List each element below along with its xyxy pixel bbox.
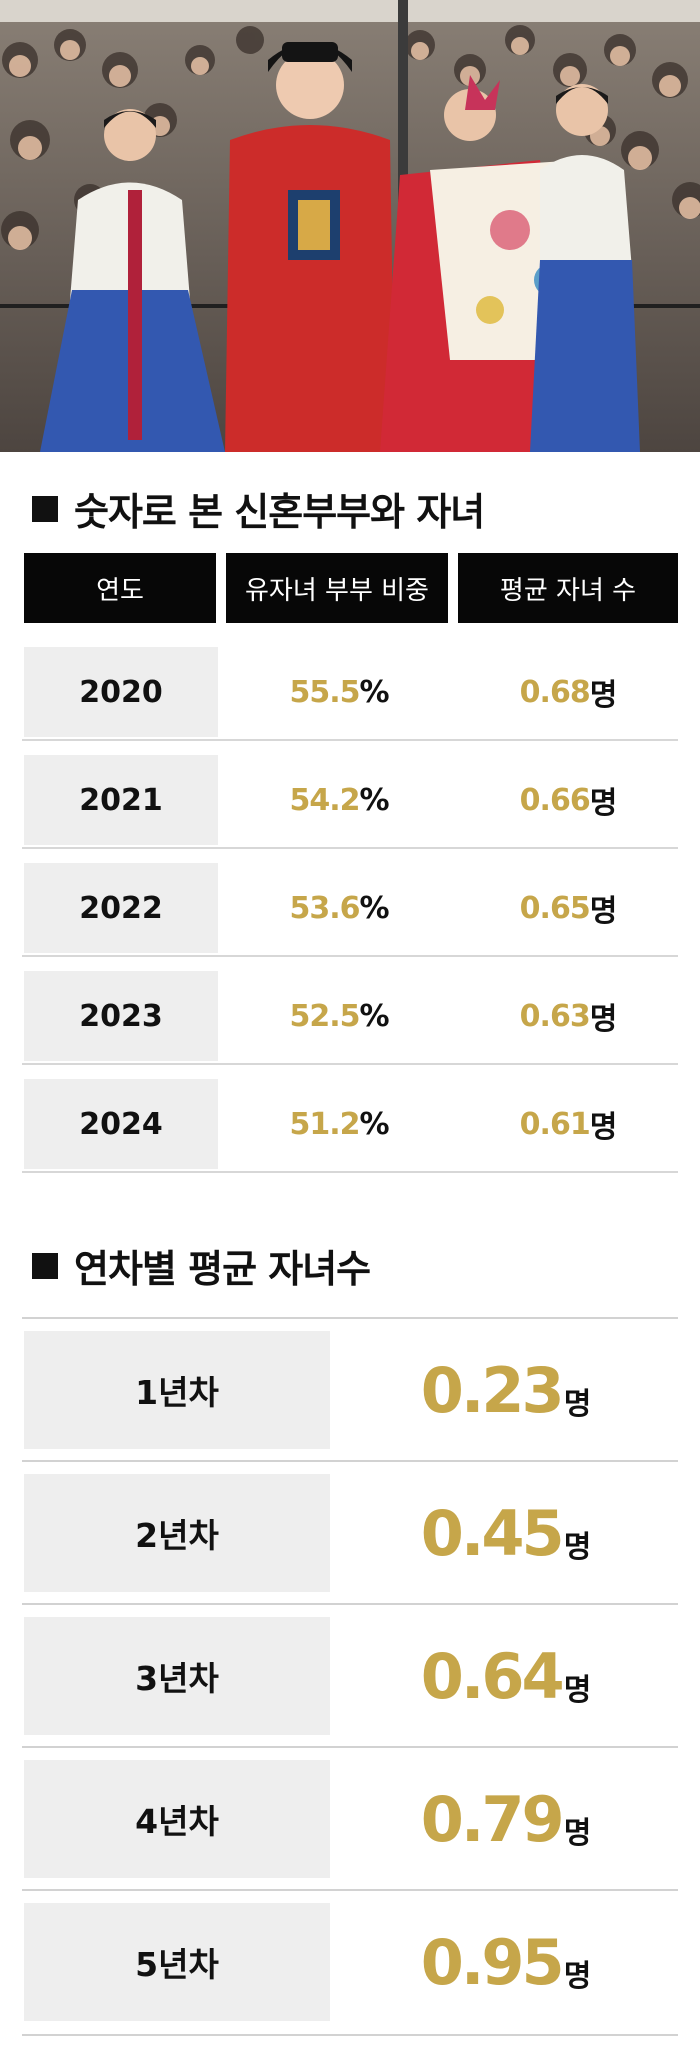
avg-children-value: 0.45 [420, 1496, 565, 1570]
header-avg-children: 평균 자녀 수 [458, 553, 678, 623]
avg-children-value: 0.64 [420, 1639, 565, 1713]
avg-children-value: 0.65 [519, 890, 591, 926]
share-unit: % [359, 998, 389, 1034]
table-row: 2020 55.5% 0.68 명 [22, 633, 678, 741]
share-unit: % [359, 1106, 389, 1142]
avg-children-unit: 명 [589, 1002, 618, 1037]
section1-title: 숫자로 본 신혼부부와 자녀 [32, 481, 485, 536]
avg-children-value: 0.61 [519, 1106, 591, 1142]
share-cell: 51.2% [228, 1079, 450, 1169]
table-row: 2024 51.2% 0.61 명 [22, 1065, 678, 1173]
wedding-photo [0, 0, 700, 452]
table-row: 5년차 0.95 명 [22, 1889, 678, 2030]
year-of-marriage-cell: 3년차 [24, 1617, 330, 1735]
avg-children-unit: 명 [563, 1673, 592, 1708]
square-bullet-icon [32, 495, 58, 522]
avg-children-value: 0.23 [420, 1353, 565, 1427]
year-cell: 2020 [24, 647, 218, 737]
avg-children-value: 0.68 [519, 674, 591, 710]
avg-children-unit: 명 [563, 1387, 592, 1422]
year-of-marriage-cell: 2년차 [24, 1474, 330, 1592]
avg-children-cell: 0.63 명 [458, 971, 678, 1061]
share-unit: % [359, 890, 389, 926]
year-cell: 2023 [24, 971, 218, 1061]
avg-children-unit: 명 [563, 1816, 592, 1851]
table-row: 4년차 0.79 명 [22, 1746, 678, 1887]
year-of-marriage-cell: 5년차 [24, 1903, 330, 2021]
year-cell: 2022 [24, 863, 218, 953]
section1-title-text: 숫자로 본 신혼부부와 자녀 [74, 490, 485, 534]
avg-children-unit: 명 [563, 1530, 592, 1565]
section2-title: 연차별 평균 자녀수 [32, 1238, 371, 1293]
avg-children-value: 0.79 [420, 1782, 565, 1856]
header-share: 유자녀 부부 비중 [226, 553, 448, 623]
table-row: 1년차 0.23 명 [22, 1317, 678, 1458]
avg-children-unit: 명 [589, 786, 618, 821]
avg-children-cell: 0.68 명 [458, 647, 678, 737]
share-cell: 52.5% [228, 971, 450, 1061]
share-value: 51.2 [289, 1106, 360, 1142]
section2-title-text: 연차별 평균 자녀수 [74, 1247, 371, 1291]
avg-children-value: 0.63 [519, 998, 591, 1034]
avg-children-value: 0.66 [519, 782, 591, 818]
share-unit: % [359, 782, 389, 818]
avg-children-unit: 명 [589, 894, 618, 929]
table-row: 2023 52.5% 0.63 명 [22, 957, 678, 1065]
avg-children-cell: 0.64 명 [334, 1617, 678, 1735]
share-cell: 53.6% [228, 863, 450, 953]
year-of-marriage-cell: 4년차 [24, 1760, 330, 1878]
share-value: 54.2 [289, 782, 360, 818]
avg-children-cell: 0.61 명 [458, 1079, 678, 1169]
avg-children-cell: 0.95 명 [334, 1903, 678, 2021]
share-cell: 55.5% [228, 647, 450, 737]
header-year: 연도 [24, 553, 216, 623]
avg-children-unit: 명 [563, 1959, 592, 1994]
year-cell: 2021 [24, 755, 218, 845]
avg-children-value: 0.95 [420, 1925, 565, 1999]
table-row: 3년차 0.64 명 [22, 1603, 678, 1744]
avg-children-cell: 0.45 명 [334, 1474, 678, 1592]
avg-children-unit: 명 [589, 678, 618, 713]
table-row: 2021 54.2% 0.66 명 [22, 741, 678, 849]
wedding-photo-illustration [0, 0, 700, 452]
avg-children-unit: 명 [589, 1110, 618, 1145]
avg-children-cell: 0.66 명 [458, 755, 678, 845]
year-cell: 2024 [24, 1079, 218, 1169]
share-value: 55.5 [289, 674, 360, 710]
table-row: 2022 53.6% 0.65 명 [22, 849, 678, 957]
share-unit: % [359, 674, 389, 710]
year-of-marriage-cell: 1년차 [24, 1331, 330, 1449]
share-cell: 54.2% [228, 755, 450, 845]
table2-bottom-rule [22, 2034, 678, 2036]
square-bullet-icon [32, 1252, 58, 1279]
avg-children-cell: 0.23 명 [334, 1331, 678, 1449]
share-value: 53.6 [289, 890, 360, 926]
table-row: 2년차 0.45 명 [22, 1460, 678, 1601]
share-value: 52.5 [289, 998, 360, 1034]
avg-children-cell: 0.65 명 [458, 863, 678, 953]
avg-children-cell: 0.79 명 [334, 1760, 678, 1878]
